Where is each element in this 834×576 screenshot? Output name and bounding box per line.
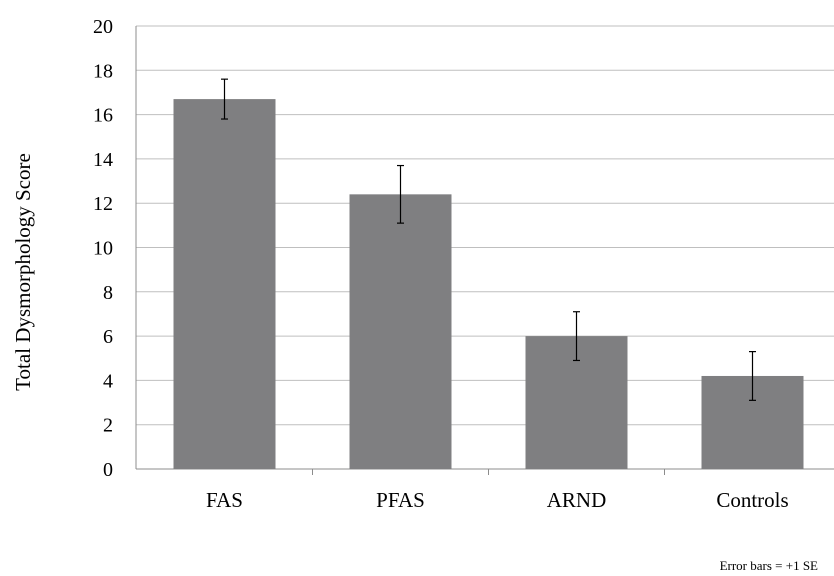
y-axis-label: Total Dysmorphology Score — [11, 153, 35, 391]
y-tick-label: 18 — [93, 60, 113, 82]
y-tick-label: 16 — [93, 105, 113, 127]
x-tick-label: PFAS — [376, 488, 425, 512]
y-tick-label: 0 — [103, 459, 113, 481]
bars — [173, 99, 804, 469]
x-axis-ticks: FAS PFAS ARND Controls — [206, 488, 789, 512]
y-tick-label: 8 — [103, 282, 113, 304]
bar-pfas — [349, 194, 452, 469]
y-tick-label: 4 — [103, 370, 113, 392]
y-tick-label: 20 — [93, 16, 113, 38]
error-bar-note: Error bars = +1 SE — [720, 558, 818, 573]
bar-fas — [173, 99, 276, 469]
y-tick-label: 12 — [93, 193, 113, 215]
y-tick-label: 6 — [103, 326, 113, 348]
error-bars — [221, 78, 756, 401]
y-tick-label: 10 — [93, 238, 113, 260]
x-tick-label: FAS — [206, 488, 243, 512]
x-tick-label: ARND — [547, 488, 607, 512]
y-axis-ticks: 0 2 4 6 8 10 12 14 16 18 20 — [93, 16, 113, 481]
y-tick-label: 14 — [93, 149, 113, 171]
y-tick-label: 2 — [103, 415, 113, 437]
x-tick-label: Controls — [716, 488, 788, 512]
